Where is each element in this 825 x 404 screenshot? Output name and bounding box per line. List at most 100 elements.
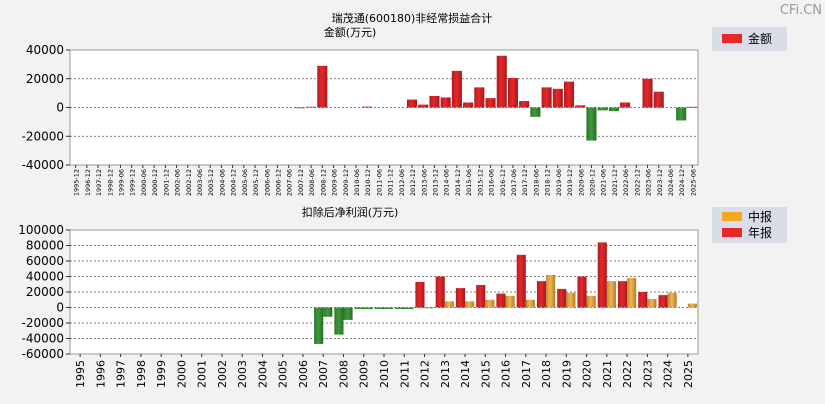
chart1-x-tick-label: 1997-12 (95, 169, 103, 196)
chart2-x-tick-label: 2013 (439, 360, 452, 388)
chart1-bar (642, 78, 653, 108)
chart1-x-tick-label: 2008-12 (319, 169, 327, 196)
chart1-x-tick-label: 2023-12 (656, 169, 664, 196)
chart2-bar-interim (363, 307, 373, 310)
chart1-y-tick-label: -40000 (21, 158, 64, 172)
chart1-x-tick-label: 2010-06 (353, 169, 361, 196)
chart1-x-tick-label: 2012-06 (398, 169, 406, 196)
chart2-bar-interim (667, 292, 677, 308)
watermark: CFi.CN (780, 3, 822, 18)
chart2-bar-annual (536, 281, 547, 308)
chart2-bar-annual (334, 307, 344, 335)
chart1-x-tick-label: 2007-12 (297, 169, 305, 196)
chart2-x-tick-label: 1995 (74, 360, 87, 388)
chart2-x-tick-label: 2007 (317, 360, 330, 388)
chart2-legend-label-interim: 中报 (748, 209, 772, 224)
chart1-x-tick-label: 1998-12 (106, 169, 114, 196)
chart1-x-tick-label: 2025-06 (689, 169, 697, 196)
chart1-y-tick-label: 0 (56, 101, 64, 115)
chart2-bar-interim (424, 307, 434, 309)
chart1-bar (451, 70, 462, 108)
chart1-bar (586, 107, 597, 141)
chart1-bar (485, 98, 496, 108)
chart1-x-tick-label: 2003-12 (207, 169, 215, 196)
chart1-bar (317, 65, 328, 108)
chart1-bar (463, 102, 474, 108)
chart2-bar-interim (323, 307, 333, 317)
chart1-x-tick-label: 2018-12 (544, 169, 552, 196)
chart1-y-axis: 40000 20000 0 -20000 -40000 (21, 43, 70, 172)
chart2-x-tick-label: 2022 (621, 360, 634, 388)
chart1-x-tick-label: 1999-06 (117, 169, 125, 196)
chart2-bar-annual (374, 307, 384, 310)
chart2-y-tick-label: 100000 (18, 223, 64, 237)
chart2-x-tick-label: 1996 (94, 360, 107, 388)
chart2-bar-interim (525, 299, 535, 308)
chart2-y-tick-label: -40000 (21, 332, 64, 346)
chart2-bar-interim (546, 274, 556, 308)
chart2-x-tick-label: 2002 (216, 360, 229, 388)
chart2-x-tick-label: 2000 (175, 360, 188, 388)
chart2-bar-annual (314, 307, 324, 344)
chart1-bar (552, 88, 563, 108)
chart1-x-tick-label: 1996-12 (84, 169, 92, 196)
chart1-x-tick-label: 2006-06 (263, 169, 271, 196)
chart2-y-tick-label: -60000 (21, 347, 64, 361)
chart2-x-tick-label: 2016 (500, 360, 513, 388)
chart1-x-tick-label: 2021-12 (611, 169, 619, 196)
chart2-x-tick-label: 2009 (358, 360, 371, 388)
chart1-x-tick-label: 2013-06 (420, 169, 428, 196)
chart1-x-tick-label: 2023-06 (645, 169, 653, 196)
chart1-x-tick-label: 2021-06 (600, 169, 608, 196)
chart2-bar-interim (687, 303, 697, 308)
chart2-bar-interim (647, 298, 657, 308)
chart2-bar-interim (343, 307, 353, 320)
chart2-bar-interim (404, 307, 414, 310)
chart2-x-tick-label: 2011 (398, 360, 411, 388)
chart1-bar (563, 81, 575, 108)
chart1-x-tick-label: 2014-12 (454, 169, 462, 196)
chart1-x-tick-label: 2015-12 (476, 169, 484, 196)
chart2-bar-annual (395, 307, 405, 310)
chart2-bar-annual (415, 281, 425, 308)
chart1-x-tick-label: 2016-12 (499, 169, 507, 196)
chart1-bar (507, 78, 519, 108)
chart2-bar-annual (638, 292, 648, 308)
chart2-x-tick-label: 1997 (115, 360, 128, 388)
chart2-x-tick-label: 2008 (337, 360, 350, 388)
chart2-x-tick-label: 2004 (256, 360, 269, 388)
chart2-x-tick-label: 2012 (419, 360, 432, 388)
chart1-bar (474, 87, 485, 108)
chart2-x-tick-label: 2014 (459, 360, 472, 388)
chart2-bar-interim (444, 301, 454, 308)
chart1-x-tick-label: 2014-06 (443, 169, 451, 196)
chart2-legend: 中报 年报 (712, 207, 787, 243)
chart1-x-tick-label: 2002-06 (174, 169, 182, 196)
chart1-x-tick-label: 2018-06 (532, 169, 540, 196)
chart1-x-tick-label: 2005-06 (241, 169, 249, 196)
chart2-bar-annual (658, 295, 668, 308)
chart2-bar-interim (485, 299, 495, 308)
chart2-y-tick-label: 0 (56, 301, 64, 315)
chart1-bar (418, 104, 429, 108)
chart1-bar (597, 107, 608, 111)
chart2-x-tick-label: 2020 (581, 360, 594, 388)
chart2-x-tick-label: 1999 (155, 360, 168, 388)
chart1-x-tick-label: 2024-06 (667, 169, 675, 196)
chart1-legend-swatch-amount (722, 34, 742, 43)
chart1-x-tick-label: 2019-06 (555, 169, 563, 196)
chart2-bar-annual (577, 276, 587, 308)
chart2-bar-annual (455, 288, 466, 308)
chart2-bar-annual (557, 288, 567, 308)
chart2-bars (314, 242, 697, 344)
chart1-bars (294, 55, 698, 141)
chart1-x-tick-label: 2017-12 (521, 169, 529, 196)
chart1-x-tick-label: 1999-12 (129, 169, 137, 196)
chart1-bar (429, 96, 440, 108)
chart2-legend-swatch-interim (722, 212, 742, 221)
chart2-y-tick-label: 40000 (26, 270, 64, 284)
chart1-x-axis: 1995-12 1996-12 1997-12 1998-12 1999-06 1999-… (73, 165, 697, 196)
chart2-bar-annual (476, 285, 486, 308)
